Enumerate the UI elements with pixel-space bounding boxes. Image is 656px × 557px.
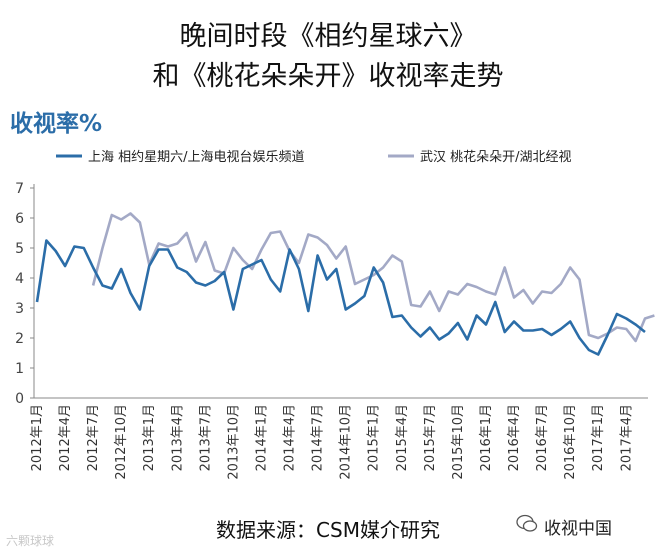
watermark-account-name: 收视中国 bbox=[544, 519, 612, 539]
x-tick-label: 2013年1月 bbox=[142, 404, 157, 471]
series-line-wuhan bbox=[91, 212, 655, 343]
data-source-note: 数据来源：CSM媒介研究 bbox=[216, 518, 440, 542]
x-tick-label: 2016年4月 bbox=[507, 404, 522, 471]
x-tick-label: 2015年1月 bbox=[367, 404, 382, 471]
y-tick-label: 5 bbox=[15, 241, 24, 257]
y-tick-label: 6 bbox=[15, 211, 24, 227]
x-tick-label: 2013年4月 bbox=[170, 404, 185, 471]
x-tick-label: 2014年7月 bbox=[311, 404, 326, 471]
wechat-icon bbox=[516, 514, 538, 532]
legend-label-wuhan: 武汉 桃花朵朵开/湖北经视 bbox=[420, 149, 572, 165]
x-tick-label: 2013年10月 bbox=[226, 404, 241, 480]
series-line-shanghai bbox=[35, 239, 646, 356]
x-tick-label: 2017年4月 bbox=[619, 404, 634, 471]
y-tick-label: 7 bbox=[15, 181, 24, 197]
watermark-text: 六颗球球 bbox=[6, 534, 55, 548]
x-tick-label: 2015年4月 bbox=[395, 404, 410, 471]
x-tick-label: 2016年7月 bbox=[535, 404, 550, 471]
y-tick-label: 4 bbox=[15, 271, 24, 287]
axes bbox=[33, 184, 648, 399]
x-tick-label: 2014年4月 bbox=[283, 404, 298, 471]
y-tick-label: 3 bbox=[15, 301, 24, 317]
x-tick-label: 2012年10月 bbox=[114, 404, 129, 480]
series-lines bbox=[35, 212, 655, 356]
y-axis-ticks: 0 1 2 3 4 5 6 7 bbox=[15, 181, 34, 407]
y-axis-label: 收视率% bbox=[10, 111, 103, 137]
x-tick-label: 2017年1月 bbox=[591, 404, 606, 471]
legend-label-shanghai: 上海 相约星期六/上海电视台娱乐频道 bbox=[88, 150, 305, 165]
legend: 上海 相约星期六/上海电视台娱乐频道 武汉 桃花朵朵开/湖北经视 bbox=[56, 149, 572, 165]
x-tick-label: 2012年7月 bbox=[86, 404, 101, 471]
chart-title-line-2: 和《桃花朵朵开》收视率走势 bbox=[152, 61, 504, 92]
chart-title-line-1: 晚间时段《相约星球六》 bbox=[179, 21, 477, 52]
x-tick-label: 2015年7月 bbox=[423, 404, 438, 471]
y-tick-label: 1 bbox=[15, 361, 24, 377]
x-tick-label: 2012年4月 bbox=[58, 404, 73, 471]
x-tick-label: 2014年1月 bbox=[254, 404, 269, 471]
x-tick-label: 2014年10月 bbox=[339, 404, 354, 480]
x-tick-label: 2016年1月 bbox=[479, 404, 494, 471]
y-tick-label: 0 bbox=[15, 391, 24, 407]
x-tick-label: 2012年1月 bbox=[30, 404, 45, 471]
line-chart: 上海 相约星期六/上海电视台娱乐频道 武汉 桃花朵朵开/湖北经视 0 1 2 3 4 5 6… bbox=[15, 149, 655, 480]
x-tick-label: 2016年10月 bbox=[563, 404, 578, 480]
x-axis-ticks: 2012年1月 2012年4月 2012年7月 2012年10月 2013年1月 2013… bbox=[30, 404, 634, 480]
y-tick-label: 2 bbox=[15, 331, 24, 347]
x-tick-label: 2013年7月 bbox=[198, 404, 213, 471]
x-tick-label: 2015年10月 bbox=[451, 404, 466, 480]
